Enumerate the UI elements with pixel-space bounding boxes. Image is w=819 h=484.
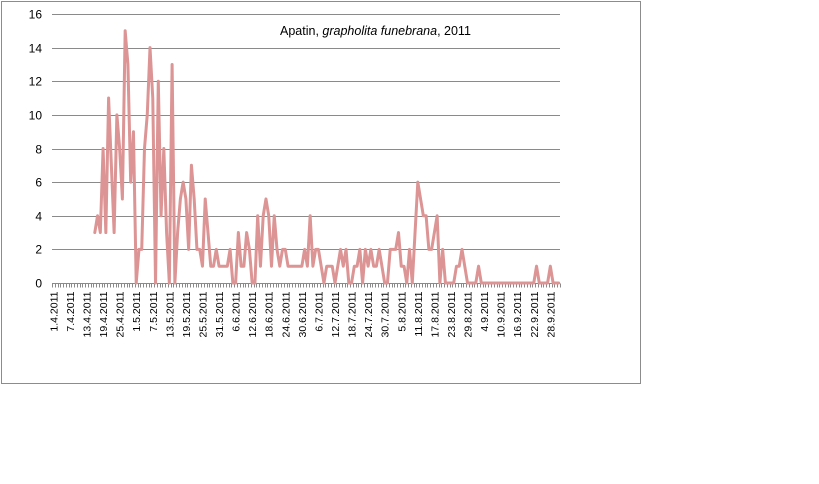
x-tick-label: 13.5.2011 bbox=[164, 291, 176, 337]
x-tick-label: 24.7.2011 bbox=[363, 291, 375, 337]
chart-frame: 1.4.2011 7.4.2011 13.4.2011 19.4.2011 25.4.2… bbox=[1, 1, 641, 384]
x-tick-label: 17.8.2011 bbox=[429, 291, 441, 337]
gridlines bbox=[52, 14, 560, 250]
series-layer bbox=[93, 29, 561, 285]
x-tick-label: 1.5.2011 bbox=[131, 291, 143, 331]
x-tick-label: 7.5.2011 bbox=[148, 291, 160, 331]
y-tick-label: 8 bbox=[35, 143, 42, 157]
y-tick-label: 2 bbox=[35, 243, 42, 257]
y-tick-label: 6 bbox=[35, 176, 42, 190]
x-tick-label: 18.7.2011 bbox=[347, 291, 359, 337]
y-tick-label: 0 bbox=[35, 277, 42, 291]
series-line bbox=[93, 29, 561, 285]
x-tick-label: 5.8.2011 bbox=[396, 291, 408, 331]
x-tick-label: 7.4.2011 bbox=[65, 291, 77, 331]
x-tick-label: 19.5.2011 bbox=[181, 291, 193, 337]
line-chart: 1.4.2011 7.4.2011 13.4.2011 19.4.2011 25.4.2… bbox=[29, 8, 561, 337]
x-tick-label: 11.8.2011 bbox=[413, 291, 425, 336]
y-tick-label: 10 bbox=[29, 109, 43, 123]
x-tick-label: 25.5.2011 bbox=[197, 291, 209, 337]
x-tick-label: 28.9.2011 bbox=[545, 291, 557, 337]
x-tick-label: 12.7.2011 bbox=[330, 291, 342, 337]
x-tick-label: 30.6.2011 bbox=[297, 291, 309, 337]
x-tick-label: 1.4.2011 bbox=[48, 291, 60, 331]
x-tick-label: 25.4.2011 bbox=[115, 291, 127, 337]
x-tick-label: 30.7.2011 bbox=[380, 291, 392, 337]
x-tick-label: 4.9.2011 bbox=[479, 291, 491, 331]
x-tick-label: 18.6.2011 bbox=[264, 291, 276, 337]
title-year: , 2011 bbox=[437, 24, 471, 38]
x-tick-label: 16.9.2011 bbox=[512, 291, 524, 337]
x-tick-label: 13.4.2011 bbox=[82, 291, 94, 337]
x-tick-label: 10.9.2011 bbox=[496, 291, 508, 337]
title-species: grapholita funebrana bbox=[322, 24, 437, 38]
title-location: Apatin, bbox=[280, 24, 322, 38]
x-tick-label: 22.9.2011 bbox=[529, 291, 541, 337]
y-tick-label: 16 bbox=[29, 8, 43, 22]
y-axis: 0 2 4 6 8 10 12 14 16 bbox=[29, 8, 43, 291]
y-tick-label: 4 bbox=[35, 210, 42, 224]
x-tick-label: 19.4.2011 bbox=[98, 291, 110, 337]
y-tick-label: 14 bbox=[29, 42, 43, 56]
x-tick-label: 31.5.2011 bbox=[214, 291, 226, 337]
y-tick-label: 12 bbox=[29, 75, 43, 89]
x-tick-label: 24.6.2011 bbox=[280, 291, 292, 337]
x-tick-label: 6.6.2011 bbox=[231, 291, 243, 331]
x-tick-label: 23.8.2011 bbox=[446, 291, 458, 337]
chart-title: Apatin, grapholita funebrana, 2011 bbox=[280, 24, 471, 38]
x-tick-label: 29.8.2011 bbox=[463, 291, 475, 337]
x-tick-label: 12.6.2011 bbox=[247, 291, 259, 337]
x-tick-label: 6.7.2011 bbox=[313, 291, 325, 331]
x-axis: 1.4.2011 7.4.2011 13.4.2011 19.4.2011 25.4.2… bbox=[48, 283, 561, 337]
